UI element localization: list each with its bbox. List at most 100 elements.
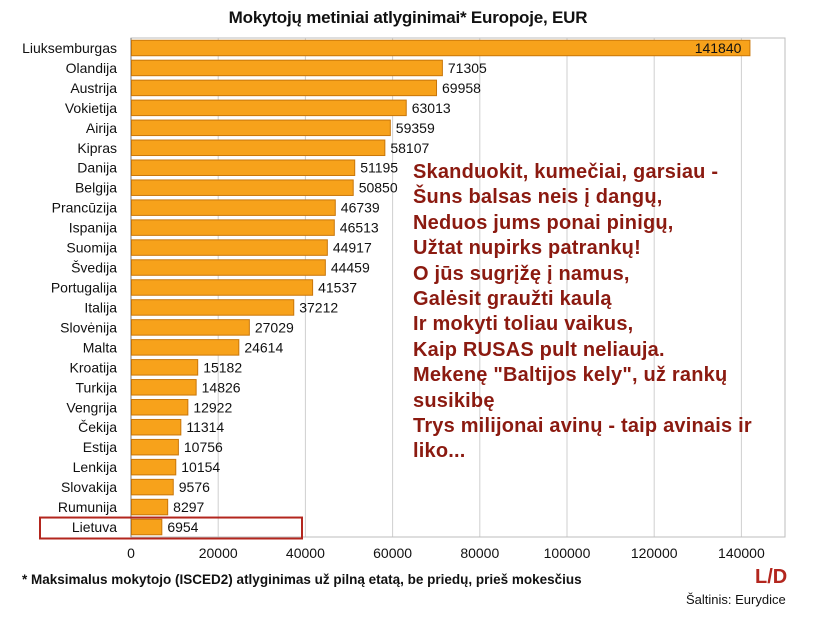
bar (131, 359, 199, 376)
bar (131, 279, 314, 296)
category-label: Vokietija (65, 100, 117, 116)
bar (131, 518, 163, 536)
category-label: Vengrija (66, 399, 117, 415)
value-label: 27029 (255, 319, 294, 335)
footnote: * Maksimalus mokytojo (ISCED2) atlyginim… (22, 572, 582, 587)
bar (131, 458, 177, 476)
value-label: 11314 (186, 419, 224, 435)
x-tick-label: 40000 (286, 545, 325, 561)
value-label: 9576 (179, 479, 210, 495)
bar (131, 299, 295, 316)
value-label: 63013 (412, 100, 451, 116)
category-label: Austrija (70, 80, 117, 96)
category-label: Slovėnija (60, 319, 117, 335)
bar (131, 179, 354, 196)
x-tick-label: 140000 (718, 545, 765, 561)
bar (131, 199, 336, 216)
poem-line: liko... (413, 440, 466, 463)
category-label: Turkija (76, 379, 118, 395)
category-label: Kroatija (70, 359, 118, 375)
poem-line: Neduos jums ponai pinigų, (413, 211, 674, 234)
bar (131, 219, 335, 236)
poem-line: Ir mokyti toliau vaikus, (413, 313, 634, 336)
poem-overlay: Skanduokit, kumečiai, garsiau - Šuns bals… (413, 160, 813, 465)
poem-line: O jūs sugrįžę į namus, (413, 262, 630, 285)
bar (131, 379, 197, 396)
category-label: Belgija (75, 180, 117, 196)
x-tick-label: 100000 (544, 545, 591, 561)
bar (131, 438, 179, 456)
poem-line: Kaip RUSAS pult neliauja. (413, 338, 665, 361)
x-tick-label: 80000 (460, 545, 499, 561)
bar (131, 319, 250, 336)
bar (131, 239, 328, 256)
value-label: 44459 (331, 260, 370, 276)
category-label: Švedija (71, 260, 117, 276)
value-label: 59359 (396, 120, 435, 136)
poem-line: Užtat nupirks patrankų! (413, 237, 641, 260)
value-label: 50850 (359, 180, 398, 196)
highlight-box (39, 516, 303, 540)
value-label: 51195 (360, 160, 398, 176)
category-label: Čekija (78, 419, 117, 435)
bar (131, 259, 326, 276)
x-tick-label: 0 (127, 545, 135, 561)
bar (131, 59, 443, 77)
poem-line: Šuns balsas neis į dangų, (413, 186, 663, 209)
category-label: Lenkija (73, 459, 118, 475)
value-label: 58107 (390, 140, 429, 156)
source-note: Šaltinis: Eurydice (686, 592, 786, 607)
category-label: Malta (83, 339, 117, 355)
value-label: 12922 (193, 399, 232, 415)
bar (131, 79, 438, 97)
value-label: 46513 (340, 220, 379, 236)
category-label: Rumunija (58, 499, 117, 515)
bar (131, 39, 751, 57)
bar (131, 99, 407, 117)
category-label: Ispanija (69, 220, 117, 236)
value-label: 15182 (203, 359, 242, 375)
value-label: 6954 (167, 519, 198, 535)
value-label: 46739 (341, 200, 380, 216)
value-label: 10756 (184, 439, 223, 455)
value-label: 14826 (202, 379, 241, 395)
category-label: Slovakija (61, 479, 117, 495)
value-label: 41537 (318, 280, 357, 296)
x-tick-label: 20000 (199, 545, 238, 561)
category-label: Liuksemburgas (22, 40, 117, 56)
bar (131, 418, 182, 436)
poem-line: Skanduokit, kumečiai, garsiau - (413, 161, 719, 183)
value-label: 24614 (244, 339, 283, 355)
category-label: Danija (77, 160, 117, 176)
category-label: Airija (86, 120, 117, 136)
poem-line: Mekenę "Baltijos kely", už rankų (413, 364, 728, 387)
bar (131, 119, 391, 137)
category-label: Kipras (77, 140, 117, 156)
bar (131, 478, 174, 496)
poem-line: Galėsit graužti kaulą (413, 288, 612, 311)
value-label: 8297 (173, 499, 204, 515)
category-label: Suomija (66, 240, 117, 256)
bar (131, 339, 240, 356)
value-label: 71305 (448, 60, 487, 76)
value-label: 69958 (442, 80, 481, 96)
bar (131, 498, 169, 516)
category-label: Olandija (66, 60, 118, 76)
publisher-logo: L/D (755, 566, 788, 588)
poem-line: susikibę (413, 389, 495, 412)
x-tick-label: 120000 (631, 545, 678, 561)
value-label: 37212 (299, 299, 338, 315)
category-label: Estija (83, 439, 117, 455)
value-label: 10154 (181, 459, 220, 475)
category-label: Portugalija (51, 280, 117, 296)
poem-line: Trys milijonai avinų - taip avinais ir (413, 415, 752, 438)
value-label: 44917 (333, 240, 372, 256)
category-label: Italija (84, 299, 117, 315)
bar (131, 139, 386, 157)
x-tick-label: 60000 (373, 545, 412, 561)
bar (131, 399, 189, 416)
bar (131, 159, 356, 176)
value-label: 141840 (695, 40, 742, 56)
chart-title: Mokytojų metiniai atlyginimai* Europoje,… (228, 8, 588, 27)
